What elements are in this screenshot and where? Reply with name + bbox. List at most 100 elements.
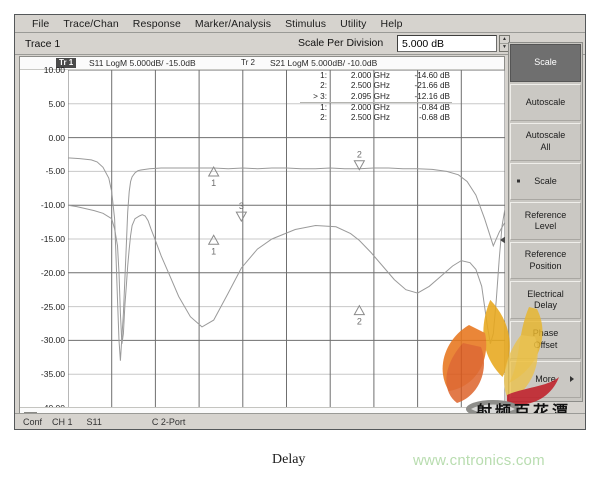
stepper-down-icon[interactable]: ▼ bbox=[500, 43, 509, 51]
softkey-scale[interactable]: Scale bbox=[510, 44, 581, 82]
marker-value: -21.66 dB bbox=[414, 81, 450, 91]
marker-value: -12.16 dB bbox=[414, 91, 450, 101]
config-label-conf: Conf bbox=[23, 416, 43, 427]
y-axis-tick-label: 10.00 bbox=[43, 65, 65, 75]
trace-line-2 bbox=[68, 157, 505, 361]
menu-item-file[interactable]: File bbox=[32, 17, 50, 30]
trace-plot: 1 2 1 2 3 bbox=[68, 70, 505, 408]
active-trace-label: Trace 1 bbox=[25, 37, 61, 50]
softkey-label: Phase bbox=[532, 328, 559, 339]
softkey-electrical-delay[interactable]: Electrical Delay bbox=[510, 281, 581, 319]
softkey-panel: Scale Autoscale Autoscale All Scale Reference… bbox=[508, 42, 583, 402]
trace-2-settings[interactable]: S21 LogM 5.000dB/ -10.0dB bbox=[270, 58, 378, 68]
y-axis-tick-label: -5.00 bbox=[45, 166, 65, 177]
marker-frequency: 2.000 GHz bbox=[350, 102, 390, 112]
marker-index: 2: bbox=[320, 81, 327, 91]
svg-text:2: 2 bbox=[357, 150, 362, 160]
softkey-label: Reference bbox=[524, 249, 567, 260]
marker-index: 2: bbox=[320, 112, 327, 122]
menu-item-help[interactable]: Help bbox=[380, 17, 403, 30]
y-axis-tick-label: -35.00 bbox=[40, 369, 65, 380]
marker-row: 1: 2.000 GHz -14.60 dB bbox=[300, 71, 452, 81]
softkey-label: Scale bbox=[534, 175, 557, 186]
softkey-label: Delay bbox=[533, 300, 557, 311]
plot-marker-1[interactable]: 1 bbox=[207, 234, 220, 256]
plot-marker-2[interactable]: 2 bbox=[353, 150, 366, 171]
y-axis-tick-label: 0.00 bbox=[48, 132, 65, 143]
trace-1-settings[interactable]: S11 LogM 5.000dB/ -15.0dB bbox=[89, 58, 196, 68]
config-channel: CH 1 bbox=[52, 416, 73, 427]
marker-index: > 3: bbox=[313, 91, 327, 101]
y-axis-tick-label: -25.00 bbox=[40, 301, 65, 312]
menu-item-response[interactable]: Response bbox=[132, 17, 181, 30]
trace-1-badge[interactable]: Tr 1 bbox=[56, 58, 77, 68]
marker-row: 2: 2.500 GHz -0.68 dB bbox=[300, 113, 452, 123]
menu-item-marker-analysis[interactable]: Marker/Analysis bbox=[194, 17, 272, 30]
marker-frequency: 2.000 GHz bbox=[350, 71, 390, 80]
softkey-label: Electrical bbox=[527, 288, 564, 299]
plot-marker-3[interactable]: 3 bbox=[235, 201, 248, 223]
marker-row: 2: 2.500 GHz -21.66 dB bbox=[300, 81, 452, 91]
scale-per-division-label: Scale Per Division bbox=[298, 37, 384, 49]
svg-text:2: 2 bbox=[357, 317, 362, 327]
softkey-label: Offset bbox=[533, 339, 558, 350]
y-axis: 10.00 5.00 0.00 -5.00 -10.00 -15.00 -20.00 -25.… bbox=[20, 65, 68, 413]
svg-text:3: 3 bbox=[239, 201, 244, 211]
marker-value: -0.68 dB bbox=[419, 112, 450, 122]
marker-value: -14.60 dB bbox=[414, 71, 450, 80]
vna-application-window: File Trace/Chan Response Marker/Analysis… bbox=[14, 14, 586, 430]
softkey-label: Position bbox=[529, 260, 562, 271]
menu-item-utility[interactable]: Utility bbox=[340, 17, 367, 30]
softkey-autoscale-all[interactable]: Autoscale All bbox=[510, 123, 581, 161]
softkey-label: Reference bbox=[524, 209, 567, 220]
trace-2-badge[interactable]: Tr 2 bbox=[238, 58, 258, 68]
softkey-label: Scale bbox=[534, 57, 557, 68]
marker-value: -0.84 dB bbox=[419, 102, 450, 112]
softkey-label: Level bbox=[534, 221, 557, 232]
plot-canvas[interactable]: 1 2 1 2 3 1: 2.000 GHz -14.60 dB 2: 2.500 GH… bbox=[68, 70, 505, 408]
softkey-scale[interactable]: Scale bbox=[510, 162, 581, 201]
softkey-label: More bbox=[535, 373, 556, 384]
softkey-phase-offset[interactable]: Phase Offset bbox=[510, 320, 581, 359]
marker-row: > 3: 2.095 GHz -12.16 dB bbox=[300, 92, 452, 102]
plot-marker-1[interactable]: 1 bbox=[207, 165, 220, 188]
marker-row: 1: 2.000 GHz -0.84 dB bbox=[300, 102, 452, 112]
reference-position-arrow[interactable] bbox=[500, 236, 505, 244]
graph-area[interactable]: Tr 1 S11 LogM 5.000dB/ -15.0dB Tr 2 S21 … bbox=[19, 56, 505, 427]
marker-frequency: 2.500 GHz bbox=[350, 81, 390, 91]
softkey-label: Autoscale bbox=[525, 130, 566, 141]
menu-item-trace-chan[interactable]: Trace/Chan bbox=[63, 17, 119, 30]
toolbar: Trace 1 Scale Per Division 5.000 dB ▲ ▼ bbox=[15, 33, 585, 55]
svg-text:1: 1 bbox=[211, 246, 216, 256]
config-cal-state: C 2-Port bbox=[151, 416, 186, 427]
site-watermark: www.cntronics.com bbox=[413, 452, 545, 469]
y-axis-tick-label: -15.00 bbox=[40, 234, 65, 244]
y-axis-tick-label: -20.00 bbox=[40, 267, 65, 278]
svg-text:1: 1 bbox=[211, 178, 216, 188]
marker-frequency: 2.500 GHz bbox=[350, 112, 390, 122]
softkey-label: Autoscale bbox=[525, 96, 566, 107]
marker-index: 1: bbox=[320, 71, 327, 80]
selected-dot-icon bbox=[517, 179, 520, 183]
config-status-bar: Conf CH 1 S11 C 2-Port bbox=[15, 413, 585, 429]
softkey-autoscale[interactable]: Autoscale bbox=[510, 83, 581, 122]
figure-caption: Delay bbox=[272, 452, 306, 467]
y-axis-tick-label: -10.00 bbox=[40, 200, 65, 211]
grid-lines bbox=[68, 70, 505, 408]
stepper-up-icon[interactable]: ▲ bbox=[502, 36, 507, 42]
softkey-reference-level[interactable]: Reference Level bbox=[510, 202, 581, 240]
softkey-reference-position[interactable]: Reference Position bbox=[510, 241, 581, 280]
scale-per-division-input[interactable]: 5.000 dB bbox=[397, 35, 497, 52]
plot-marker-2[interactable]: 2 bbox=[353, 304, 366, 327]
trace-legend-strip: Tr 1 S11 LogM 5.000dB/ -15.0dB Tr 2 S21 … bbox=[20, 57, 504, 70]
menu-item-stimulus[interactable]: Stimulus bbox=[285, 17, 327, 30]
marker-readout-table: 1: 2.000 GHz -14.60 dB 2: 2.500 GHz -21.… bbox=[300, 71, 452, 123]
softkey-more[interactable]: More bbox=[510, 360, 581, 399]
y-axis-tick-label: 5.00 bbox=[48, 98, 65, 109]
y-axis-tick-label: -30.00 bbox=[40, 335, 65, 346]
menu-bar: File Trace/Chan Response Marker/Analysis… bbox=[15, 15, 585, 33]
marker-index: 1: bbox=[320, 102, 327, 112]
config-parameter: S11 bbox=[86, 416, 102, 427]
chevron-right-icon bbox=[570, 376, 574, 383]
